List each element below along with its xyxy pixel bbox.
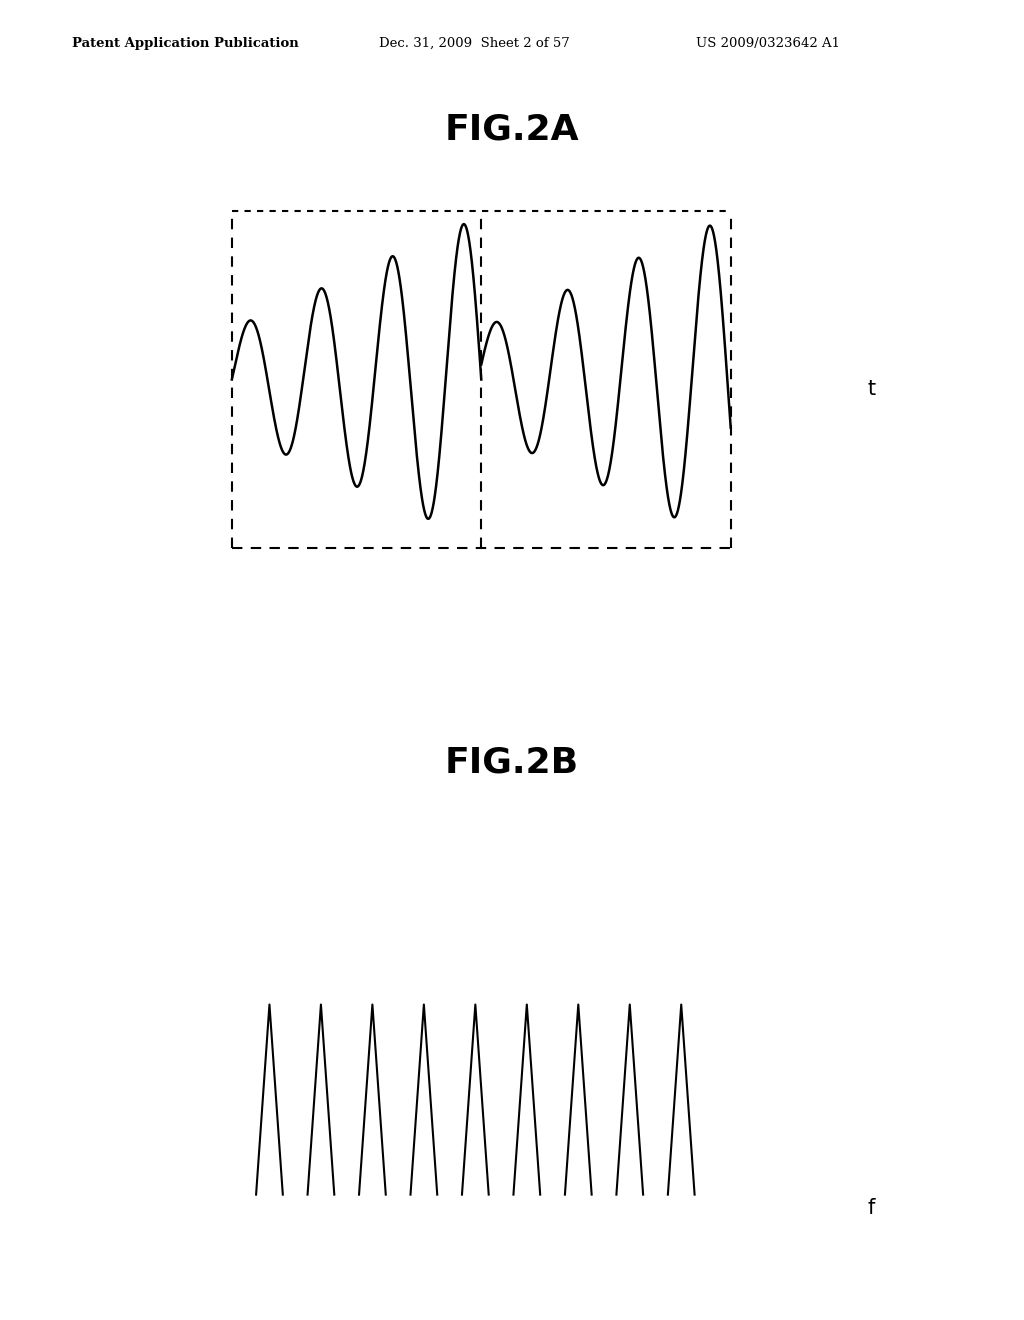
Text: f: f [867,1197,874,1218]
Text: FIG.2B: FIG.2B [445,746,579,780]
Text: t: t [867,379,876,399]
Text: Patent Application Publication: Patent Application Publication [72,37,298,50]
Text: Dec. 31, 2009  Sheet 2 of 57: Dec. 31, 2009 Sheet 2 of 57 [379,37,569,50]
Text: US 2009/0323642 A1: US 2009/0323642 A1 [696,37,841,50]
Text: FIG.2A: FIG.2A [444,112,580,147]
